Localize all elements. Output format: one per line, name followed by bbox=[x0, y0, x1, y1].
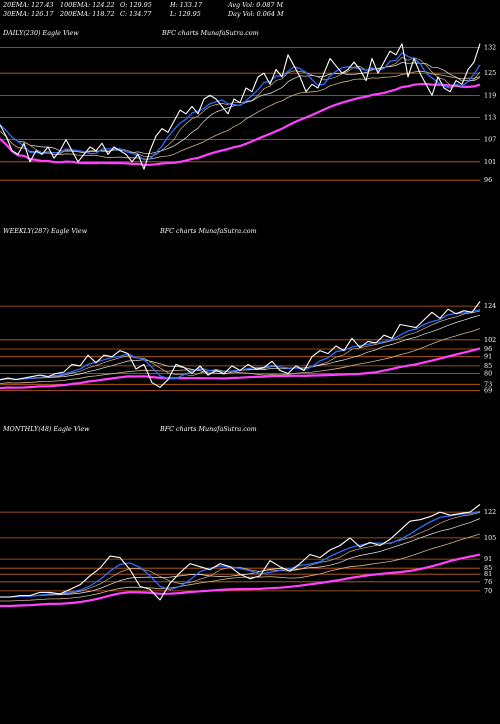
weekly-tick-label: 96 bbox=[484, 345, 492, 353]
daily-panel: 132 125 119 113 107 101 96 bbox=[0, 43, 496, 184]
monthly-ema-200-line bbox=[0, 553, 481, 608]
weekly-tick-label: 80 bbox=[484, 370, 492, 378]
weekly-ema-30-line bbox=[0, 310, 481, 381]
daily-ema-30-line bbox=[0, 56, 481, 158]
daily-tick-label: 107 bbox=[484, 136, 496, 144]
daily-tick-label: 96 bbox=[484, 176, 492, 184]
daily-tick-label: 119 bbox=[484, 91, 496, 99]
hdr-30ema: 30EMA: 126.17 bbox=[3, 10, 54, 18]
daily-ema-100-line bbox=[0, 70, 481, 160]
hdr-200ema: 200EMA: 118.72 bbox=[60, 10, 115, 18]
weekly-watermark: BFC charts MunafaSutra.com bbox=[160, 227, 257, 235]
daily-tick-label: 101 bbox=[484, 158, 496, 166]
monthly-ema-50-line bbox=[0, 518, 481, 598]
monthly-tick-label: 81 bbox=[484, 570, 492, 578]
weekly-tick-label: 73 bbox=[484, 380, 492, 388]
daily-price-line bbox=[0, 43, 481, 170]
weekly-ema-20-line bbox=[0, 308, 481, 381]
weekly-ema-100-line bbox=[0, 328, 481, 384]
hdr-low: L: 129.95 bbox=[170, 10, 201, 18]
daily-tick-label: 125 bbox=[484, 69, 496, 77]
weekly-tick-label: 91 bbox=[484, 353, 492, 361]
daily-panel-label: DAILY(230) Eagle View bbox=[3, 29, 79, 37]
monthly-tick-label: 122 bbox=[484, 508, 496, 516]
daily-ema-20-line bbox=[0, 52, 481, 161]
weekly-tick-label: 69 bbox=[484, 386, 492, 394]
monthly-ema-100-line bbox=[0, 533, 481, 602]
daily-ema-200-line bbox=[0, 82, 481, 166]
monthly-panel-label: MONTHLY(48) Eagle View bbox=[3, 425, 90, 433]
daily-tick-label: 113 bbox=[484, 114, 496, 122]
weekly-tick-label: 102 bbox=[484, 336, 496, 344]
monthly-tick-label: 85 bbox=[484, 564, 492, 572]
hdr-20ema: 20EMA: 127.43 bbox=[3, 1, 54, 9]
hdr-avgvol: Avg Vol: 0.087 M bbox=[228, 1, 284, 9]
weekly-tick-label: 124 bbox=[484, 302, 496, 310]
hdr-close: C: 134.77 bbox=[120, 10, 152, 18]
hdr-high: H: 133.17 bbox=[170, 1, 203, 9]
monthly-tick-label: 105 bbox=[484, 534, 496, 542]
monthly-tick-label: 91 bbox=[484, 555, 492, 563]
daily-watermark: BFC charts MunafaSutra.com bbox=[162, 29, 259, 37]
monthly-watermark: BFC charts MunafaSutra.com bbox=[160, 425, 257, 433]
hdr-open: O: 129.95 bbox=[120, 1, 152, 9]
monthly-ema-30-line bbox=[0, 512, 481, 598]
hdr-dayvol: Day Vol: 0.064 M bbox=[228, 10, 284, 18]
weekly-panel-label: WEEKLY(287) Eagle View bbox=[3, 227, 88, 235]
hdr-100ema: 100EMA: 124.22 bbox=[60, 1, 115, 9]
weekly-tick-label: 85 bbox=[484, 362, 492, 370]
monthly-price-line bbox=[0, 504, 481, 601]
monthly-tick-label: 70 bbox=[484, 587, 492, 595]
monthly-ema-20-line bbox=[0, 510, 481, 598]
monthly-tick-label: 76 bbox=[484, 578, 492, 586]
daily-tick-label: 132 bbox=[484, 43, 496, 51]
weekly-price-line bbox=[0, 301, 481, 388]
weekly-ema-200-line bbox=[0, 347, 481, 390]
